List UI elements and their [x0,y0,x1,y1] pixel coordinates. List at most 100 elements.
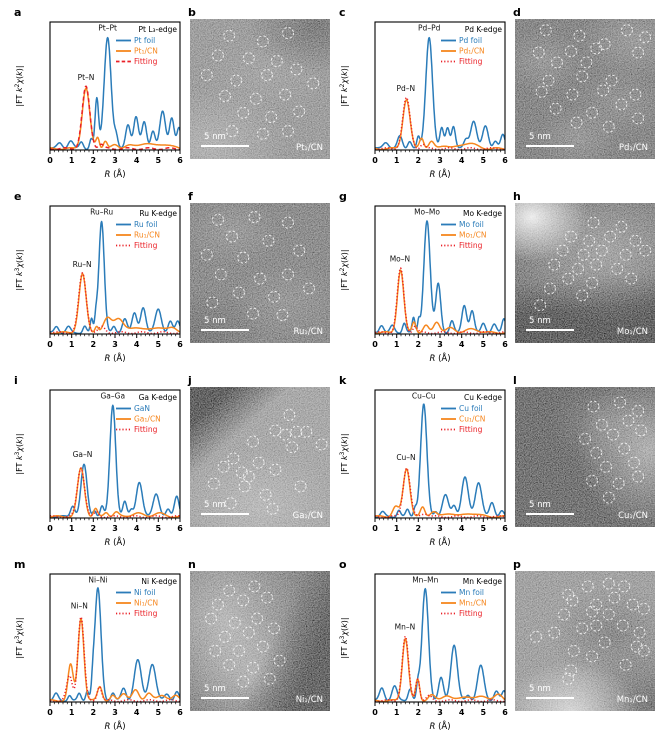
single-atom-circle [581,580,594,593]
stem-panel: h 5 nm Mo₁/CN [511,190,660,374]
y-axis-label: |FT k3χ(k)| [15,249,24,290]
rich-text-seg: χ [340,263,349,269]
x-tick-label: 4 [134,708,140,717]
single-atom-circle [615,220,628,233]
curves-group [375,403,505,518]
single-atom-circle [223,29,236,42]
single-atom-circle [256,127,269,140]
stem-panel: d 5 nm Pd₁/CN [511,6,660,190]
rich-text-seg: 3 [15,635,21,639]
sample-label: Mo₁/CN [616,327,648,337]
scale-bar-line [526,144,574,147]
stem-panel: j 5 nm Ga₁/CN [186,374,335,558]
x-tick-label: 1 [69,340,75,349]
peak-label: Ni–N [71,601,88,610]
stem-panel: b 5 nm Pt₁/CN [186,6,335,190]
x-tick-label: 3 [112,524,118,533]
single-atom-circle [565,45,577,58]
panel-letter: e [14,190,22,203]
peak-label: Mo–Mo [414,208,440,217]
single-atom-circle [279,428,292,441]
panel-letter: f [188,190,193,203]
axis-box [49,389,181,519]
curve-foil [50,404,180,518]
x-tick-label: 0 [47,340,53,349]
single-atom-circle [632,470,645,483]
single-atom-circle [535,85,548,98]
single-atom-circle [587,216,600,229]
rich-text-seg: k [340,271,349,276]
rich-text-seg: 3 [15,267,21,271]
single-atom-circle [293,244,306,257]
noise-texture [190,203,330,343]
peak-label: Ru–N [73,260,92,269]
x-tick-label: 6 [502,524,508,533]
scale-bar-label: 5 nm [204,684,226,694]
single-atom-circle [632,46,645,59]
rich-text-seg: k [340,71,349,76]
x-tick-label: 2 [416,156,422,165]
legend-label-fit: Fitting [459,241,483,250]
panel-letter: d [513,6,521,19]
curve-sac [375,99,505,150]
rich-text-seg: k [15,271,24,276]
rich-text-seg: k [340,455,349,460]
single-atom-circle [565,664,577,677]
rich-text-seg: χ [340,447,349,453]
rich-text-seg: k [15,455,24,460]
rich-text-seg: 3 [340,451,346,455]
x-tick-label: 0 [47,708,53,717]
rich-text-seg: R [104,722,110,732]
rich-text-seg: ( [15,628,24,631]
rich-text-seg: 2 [340,267,346,271]
x-tick-label: 6 [177,156,183,165]
single-atom-circle [279,88,292,101]
rich-text-seg: χ [340,79,349,85]
single-atom-circle [226,230,238,243]
single-atom-circle [248,211,261,223]
single-atom-circle [556,244,569,257]
curve-sac [375,637,505,702]
single-atom-circle [262,234,275,247]
single-atom-circle [242,470,255,483]
stem-overlay [515,203,655,343]
sample-label: Mn₁/CN [616,695,648,705]
rich-text-seg: (Å) [110,536,125,548]
panel-letter: g [339,190,347,203]
curves-group [50,36,180,150]
single-atom-circle [249,92,262,105]
curve-sac [50,87,180,150]
scale-bar-label: 5 nm [529,132,551,142]
rich-text-seg: k [15,71,24,76]
rich-text-seg: )| [15,65,24,71]
scale-bar-line [526,512,574,515]
curve-fit [50,616,180,702]
curve-sac [50,467,180,518]
single-atom-circle [639,31,652,44]
rich-text-seg: )| [340,433,349,439]
x-tick-label: 2 [416,524,422,533]
curve-fit [375,267,505,334]
x-tick-label: 6 [502,156,508,165]
panel-letter: l [513,374,517,387]
legend-label-foil: Ru foil [134,220,157,229]
single-atom-circle [548,258,561,271]
curves-group [50,587,180,702]
single-atom-circle [270,55,283,67]
rich-text-seg: (Å) [110,720,125,732]
x-tick-label: 5 [481,708,487,717]
single-atom-circle [200,69,213,81]
single-atom-circle [230,74,243,87]
x-tick-label: 2 [91,340,97,349]
legend-label-sac: Ga₁/CN [134,415,161,424]
rich-text-seg: )| [15,249,24,255]
legend-label-foil: Mn foil [459,588,484,597]
